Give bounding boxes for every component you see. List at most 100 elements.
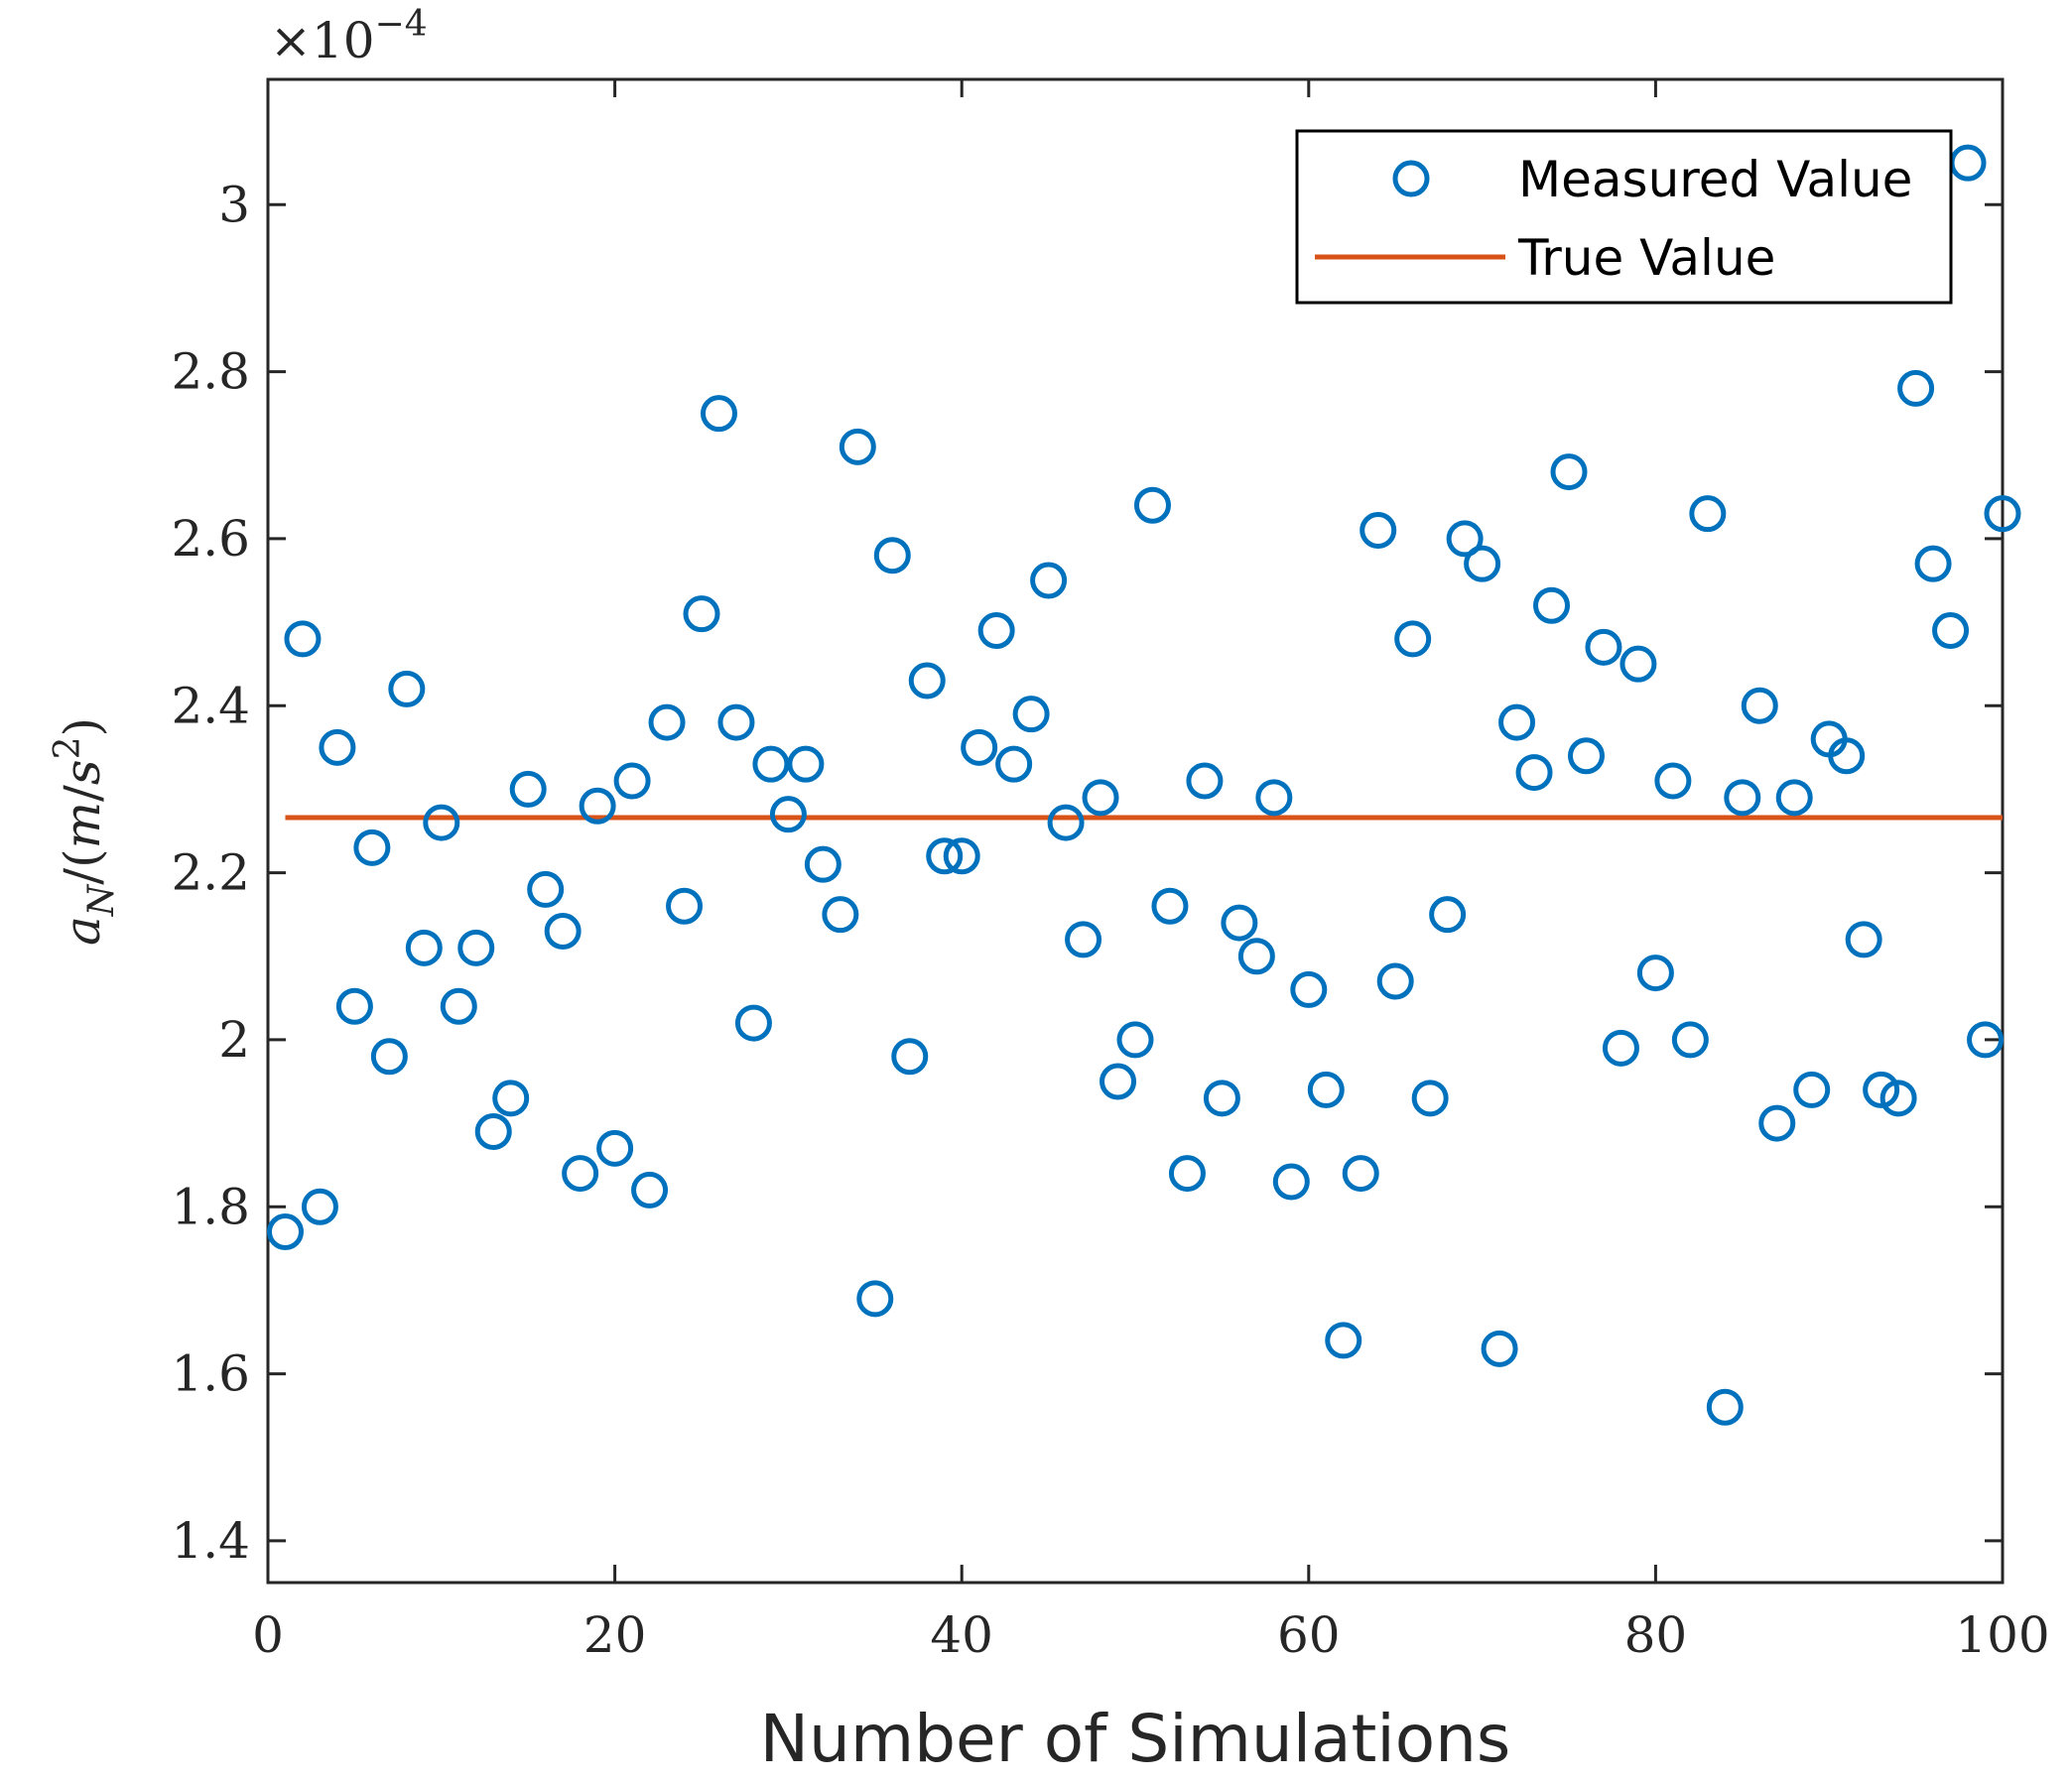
svg-text:aN/(m/s2): aN/(m/s2)	[48, 717, 122, 946]
measured-point	[1741, 687, 1778, 724]
measured-point	[1168, 1155, 1206, 1193]
measured-point	[1325, 1322, 1362, 1359]
measured-point	[1464, 545, 1501, 582]
measured-point	[388, 670, 426, 707]
measured-point	[527, 870, 565, 908]
measured-point	[1636, 955, 1674, 992]
legend-label-measured: Measured Value	[1518, 151, 1912, 208]
legend-box	[1295, 129, 1953, 305]
measured-point	[1065, 921, 1102, 958]
measured-point	[1376, 962, 1414, 1000]
measured-point	[1758, 1104, 1796, 1142]
axes-box	[266, 77, 2005, 1585]
measured-point	[440, 987, 477, 1025]
measured-point	[1429, 896, 1467, 934]
x-tick-label: 0	[252, 1606, 284, 1664]
measured-point	[1984, 495, 2021, 533]
measured-point	[977, 612, 1015, 649]
measured-point	[613, 762, 651, 800]
measured-point	[1932, 612, 1970, 649]
y-tick-label: 2.2	[171, 844, 250, 902]
measured-point	[787, 745, 825, 783]
measured-point	[1481, 1330, 1518, 1367]
measured-point	[1775, 779, 1813, 817]
measured-point	[1533, 586, 1571, 624]
x-tick-label: 20	[583, 1606, 647, 1664]
measured-point	[509, 770, 547, 808]
x-tick-label: 40	[930, 1606, 993, 1664]
measured-point	[1567, 737, 1605, 775]
y-tick-label: 3	[218, 176, 250, 233]
measured-point	[1828, 737, 1866, 775]
measured-point	[943, 837, 980, 875]
measured-point	[1793, 1071, 1831, 1108]
measured-point	[1515, 754, 1553, 792]
measured-point	[474, 1113, 512, 1150]
measured-point	[1203, 1080, 1240, 1117]
measured-point	[405, 929, 443, 966]
measured-point	[1706, 1388, 1744, 1426]
legend-marker-measured	[1392, 160, 1430, 197]
y-tick-label: 2.6	[171, 510, 250, 568]
measured-point	[995, 745, 1033, 783]
measured-point	[492, 1080, 530, 1117]
x-tick-label: 60	[1277, 1606, 1341, 1664]
measured-point	[717, 703, 755, 741]
measured-point	[1550, 453, 1588, 491]
y-tick-label: 2	[218, 1011, 250, 1069]
measured-points-layer	[266, 144, 2021, 1426]
y-tick-label: 2.4	[171, 677, 250, 734]
measured-point	[266, 1213, 304, 1250]
y-axis-ticks: 1.4 1.6 1.8 2 2.2 2.4 2.6 2.8 3	[171, 176, 2003, 1570]
plot-area	[266, 77, 2005, 1585]
measured-point	[839, 428, 876, 465]
measured-point	[1012, 696, 1050, 733]
measured-point	[1151, 887, 1189, 925]
x-tick-label: 80	[1624, 1606, 1688, 1664]
measured-point	[1602, 1029, 1639, 1067]
measured-point	[1047, 804, 1085, 841]
measured-point	[1585, 628, 1622, 666]
y-tick-label: 2.8	[171, 343, 250, 401]
measured-point	[1342, 1155, 1379, 1193]
measured-point	[908, 662, 946, 700]
measured-point	[1030, 562, 1068, 599]
measured-point	[1082, 779, 1119, 817]
measured-point	[891, 1038, 929, 1076]
measured-point	[1654, 762, 1692, 800]
measured-point	[1290, 970, 1328, 1008]
measured-point	[335, 987, 373, 1025]
measured-point	[1133, 486, 1171, 524]
measured-point	[353, 828, 391, 866]
measured-point	[700, 395, 737, 433]
measured-point	[1411, 1080, 1449, 1117]
measured-point	[1967, 1021, 2005, 1059]
measured-point	[457, 929, 495, 966]
measured-point	[1689, 495, 1727, 533]
x-axis-label: Number of Simulations	[760, 1701, 1511, 1777]
measured-point	[734, 1004, 772, 1042]
measured-point	[1879, 1080, 1917, 1117]
measured-point	[666, 887, 704, 925]
x-tick-label: 100	[1955, 1606, 2049, 1664]
measured-point	[1498, 703, 1536, 741]
measured-point	[769, 796, 807, 833]
measured-point	[562, 1155, 599, 1193]
measured-point	[1255, 779, 1293, 817]
measured-point	[1671, 1021, 1709, 1059]
measured-point	[1845, 921, 1882, 958]
measured-point	[822, 896, 859, 934]
y-axis-label: aN/(m/s2)	[48, 717, 122, 946]
measured-point	[752, 745, 790, 783]
measured-point	[1100, 1063, 1137, 1100]
y-tick-label: 1.6	[171, 1345, 250, 1403]
legend-label-true: True Value	[1517, 229, 1775, 287]
measured-point	[301, 1188, 338, 1225]
measured-point	[804, 845, 842, 883]
measured-point	[961, 728, 998, 766]
measured-point	[1116, 1021, 1154, 1059]
measured-point	[648, 703, 686, 741]
measured-point	[596, 1129, 634, 1167]
y-tick-label: 1.4	[171, 1512, 250, 1570]
